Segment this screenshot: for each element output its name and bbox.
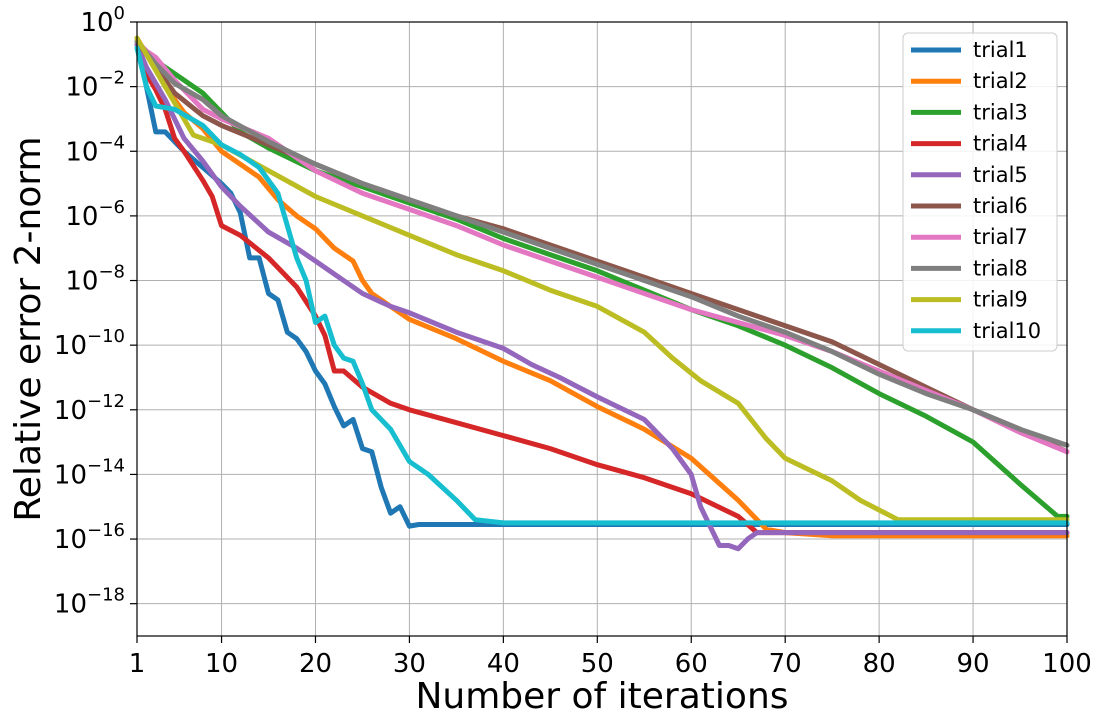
y-tick-label: 10−18 bbox=[54, 585, 125, 620]
legend-label-trial7: trial7 bbox=[973, 225, 1028, 249]
y-tick-exponent: −18 bbox=[87, 585, 125, 606]
legend-label-trial1: trial1 bbox=[973, 38, 1028, 62]
legend: trial1 trial2 trial3 trial4 trial5 trial6 tria… bbox=[902, 32, 1058, 352]
y-tick-base: 10 bbox=[54, 331, 87, 361]
x-tick-label: 10 bbox=[205, 649, 238, 679]
x-tick-label: 30 bbox=[393, 649, 426, 679]
plot-frame bbox=[136, 21, 1068, 637]
y-tick-exponent: −2 bbox=[98, 68, 125, 89]
x-axis-ticks: 1 10 20 30 40 50 60 70 80 90 100 bbox=[129, 636, 1092, 679]
series-line-trial6 bbox=[134, 38, 1070, 455]
series-line-trial5 bbox=[134, 42, 1070, 552]
legend-label-trial5: trial5 bbox=[973, 163, 1028, 187]
y-tick-label: 100 bbox=[80, 3, 125, 38]
y-axis-title: Relative error 2-norm bbox=[8, 136, 49, 521]
x-tick-label: 40 bbox=[487, 649, 520, 679]
x-axis-title: Number of iterations bbox=[415, 676, 788, 717]
x-tick-label: 20 bbox=[299, 649, 332, 679]
legend-label-trial9: trial9 bbox=[973, 288, 1028, 312]
y-tick-exponent: −16 bbox=[87, 520, 125, 541]
series-line-trial7 bbox=[134, 38, 1070, 455]
y-tick-exponent: −10 bbox=[87, 326, 125, 347]
y-tick-exponent: −14 bbox=[87, 455, 125, 476]
y-tick-exponent: −12 bbox=[87, 391, 125, 412]
y-tick-label: 10−4 bbox=[65, 132, 125, 167]
y-axis-ticks: 10010−210−410−610−810−1010−1210−1410−161… bbox=[54, 3, 137, 620]
y-tick-label: 10−14 bbox=[54, 455, 125, 490]
y-tick-exponent: 0 bbox=[114, 3, 125, 24]
y-tick-label: 10−10 bbox=[54, 326, 125, 361]
series-layer bbox=[134, 35, 1070, 552]
x-tick-label: 50 bbox=[581, 649, 614, 679]
y-tick-base: 10 bbox=[65, 137, 98, 167]
y-tick-exponent: −4 bbox=[98, 132, 125, 153]
legend-label-trial4: trial4 bbox=[973, 132, 1028, 156]
x-tick-label: 90 bbox=[957, 649, 990, 679]
series-line-trial8 bbox=[134, 38, 1070, 448]
y-tick-base: 10 bbox=[54, 525, 87, 555]
x-tick-label: 80 bbox=[863, 649, 896, 679]
series-line-trial10 bbox=[134, 45, 1070, 526]
legend-label-trial2: trial2 bbox=[973, 69, 1028, 93]
y-tick-exponent: −6 bbox=[98, 197, 125, 218]
x-tick-label: 1 bbox=[129, 649, 146, 679]
y-tick-base: 10 bbox=[65, 73, 98, 103]
y-tick-base: 10 bbox=[65, 267, 98, 297]
y-tick-label: 10−6 bbox=[65, 197, 125, 232]
y-tick-base: 10 bbox=[80, 8, 113, 38]
y-tick-exponent: −8 bbox=[98, 262, 125, 283]
y-tick-base: 10 bbox=[54, 590, 87, 620]
y-tick-base: 10 bbox=[54, 460, 87, 490]
legend-label-trial10: trial10 bbox=[973, 319, 1041, 343]
x-tick-label: 100 bbox=[1042, 649, 1092, 679]
y-tick-base: 10 bbox=[54, 396, 87, 426]
y-tick-base: 10 bbox=[65, 202, 98, 232]
x-tick-label: 60 bbox=[675, 649, 708, 679]
y-tick-label: 10−2 bbox=[65, 68, 125, 103]
y-tick-label: 10−8 bbox=[65, 262, 125, 297]
legend-label-trial6: trial6 bbox=[973, 194, 1028, 218]
legend-label-trial3: trial3 bbox=[973, 100, 1028, 124]
y-tick-label: 10−12 bbox=[54, 391, 125, 426]
y-tick-label: 10−16 bbox=[54, 520, 125, 555]
series-line-trial4 bbox=[134, 42, 1070, 536]
legend-label-trial8: trial8 bbox=[973, 256, 1028, 280]
x-tick-label: 70 bbox=[769, 649, 802, 679]
